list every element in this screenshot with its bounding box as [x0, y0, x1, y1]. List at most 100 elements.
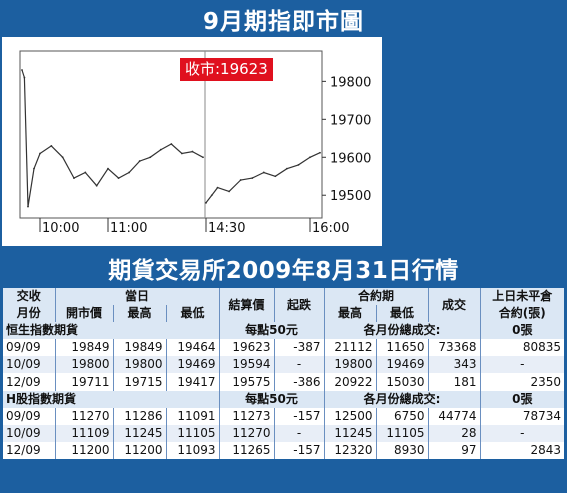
price-point	[205, 201, 207, 204]
table-cell: 11245	[112, 424, 166, 442]
table-cell: -	[479, 424, 565, 442]
price-point	[23, 76, 26, 79]
x-tick-label: 10:00	[42, 221, 79, 236]
table-cell: 12500	[323, 407, 377, 425]
table-cell: 12320	[323, 441, 377, 459]
table-cell: 19849	[54, 339, 113, 357]
header-open-interest: 上日未平倉	[479, 288, 565, 306]
price-point	[170, 143, 173, 145]
y-tick-label: 19800	[330, 75, 371, 90]
table-cell: 44774	[427, 407, 481, 425]
price-point	[27, 205, 29, 208]
table-cell: 11265	[218, 441, 275, 459]
table-row: 10/09 11109 11245 11105 11270-11245 11105 28-	[3, 424, 565, 442]
price-point	[262, 171, 265, 174]
close-price-badge: 收市:19623	[180, 58, 273, 81]
table-cell: 10/09	[3, 356, 55, 374]
price-point	[21, 69, 23, 71]
table-row: 12/09 19711 19715 19417 19575 -386 20922 15030 1…	[3, 373, 565, 391]
price-point	[239, 179, 242, 181]
price-line-morning	[21, 69, 204, 207]
table-cell: 343	[427, 356, 481, 374]
table-cell: 19800	[323, 356, 377, 374]
table-cell: 19417	[165, 373, 220, 391]
price-point	[73, 177, 75, 180]
price-point	[159, 148, 162, 151]
table-cell: 12/09	[3, 441, 55, 459]
price-line-afternoon	[205, 152, 321, 204]
futures-table: 交收 當日 結算價 起跌 合約期 成交 上日未平倉 月份 開市價 最高 最低 最高 最低 合約(張) 恒生指…	[3, 288, 565, 459]
table-cell: 11200	[54, 441, 113, 459]
table-cell: 19849	[112, 339, 166, 357]
price-point	[84, 171, 87, 174]
price-point	[309, 156, 311, 159]
table-row: 09/09 11270 11286 11091 11273 -157 12500 6750 44…	[3, 407, 565, 425]
table-row: 09/09 19849 19849 19464 19623 -387 21112 11650 7…	[3, 339, 565, 357]
intraday-chart: 19800 19700 19600 19500 10:00 11:00 14:30 16:00	[19, 50, 371, 236]
table-cell: 78734	[479, 407, 565, 425]
table-cell: 11270	[54, 407, 113, 425]
table-cell: 09/09	[3, 407, 55, 425]
x-tick-label: 14:30	[208, 221, 245, 236]
header-open: 開市價	[54, 305, 113, 323]
table-cell: 11286	[112, 407, 166, 425]
table-cell: 28	[427, 424, 481, 442]
plot-border	[19, 50, 323, 219]
price-point	[228, 190, 231, 193]
table-cell: 19594	[218, 356, 275, 374]
section-unit: 每點50元	[218, 322, 325, 340]
price-point	[210, 194, 213, 197]
price-point	[33, 167, 35, 170]
price-point	[107, 167, 109, 170]
table-cell: 21112	[323, 339, 377, 357]
header-contract-period: 合約期	[323, 288, 429, 306]
table-cell: -157	[273, 407, 325, 425]
price-point	[138, 160, 141, 162]
section-name: H股指數期貨	[3, 390, 220, 408]
table-row: 12/09 11200 11200 11093 11265 -157 12320 8930 97…	[3, 441, 565, 459]
y-tick-label: 19700	[330, 113, 371, 128]
section-monthly-label: 各月份總成交:	[323, 322, 481, 340]
table-cell: 11093	[165, 441, 220, 459]
header-day: 當日	[54, 288, 220, 306]
table-cell: 11273	[218, 407, 275, 425]
price-point	[191, 150, 194, 153]
table-cell: 80835	[479, 339, 565, 357]
chart-frame: 19800 19700 19600 19500 10:00 11:00 14:30 16:00	[0, 37, 567, 248]
table-cell: -	[479, 356, 565, 374]
table-cell: 11650	[375, 339, 429, 357]
price-point	[128, 171, 131, 174]
price-point	[180, 152, 183, 155]
price-point	[297, 163, 300, 166]
header-period-high: 最高	[323, 305, 377, 323]
x-tick-label: 16:00	[312, 221, 349, 236]
table-cell: 19469	[375, 356, 429, 374]
table-title: 期貨交易所2009年8月31日行情	[0, 248, 567, 288]
table-cell: 19715	[112, 373, 166, 391]
table-cell: 19800	[54, 356, 113, 374]
header-contracts: 合約(張)	[479, 305, 565, 323]
header-row: 交收 當日 結算價 起跌 合約期 成交 上日未平倉	[3, 288, 565, 323]
price-point	[149, 156, 152, 159]
table-cell: 97	[427, 441, 481, 459]
table-cell: -387	[273, 339, 325, 357]
header-low: 最低	[165, 305, 220, 323]
header-change: 起跌	[273, 288, 325, 323]
table-cell: 09/09	[3, 339, 55, 357]
price-point	[117, 177, 120, 180]
table-cell: 19464	[165, 339, 220, 357]
table-cell: -157	[273, 441, 325, 459]
y-tick-label: 19600	[330, 151, 371, 166]
table-row: 10/09 19800 19800 19469 19594-19800 19469 343-	[3, 356, 565, 374]
header-settlement: 結算價	[218, 288, 275, 323]
x-tick-label: 11:00	[110, 221, 147, 236]
table-cell: 181	[427, 373, 481, 391]
table-cell: 8930	[375, 441, 429, 459]
section-row: H股指數期貨 每點50元 各月份總成交: 0張	[3, 390, 565, 408]
header-month: 月份	[3, 305, 55, 323]
table-cell: 20922	[323, 373, 377, 391]
price-point	[274, 175, 277, 178]
table-cell: 19623	[218, 339, 275, 357]
section-monthly-label: 各月份總成交:	[323, 390, 481, 408]
header-volume: 成交	[427, 288, 481, 323]
